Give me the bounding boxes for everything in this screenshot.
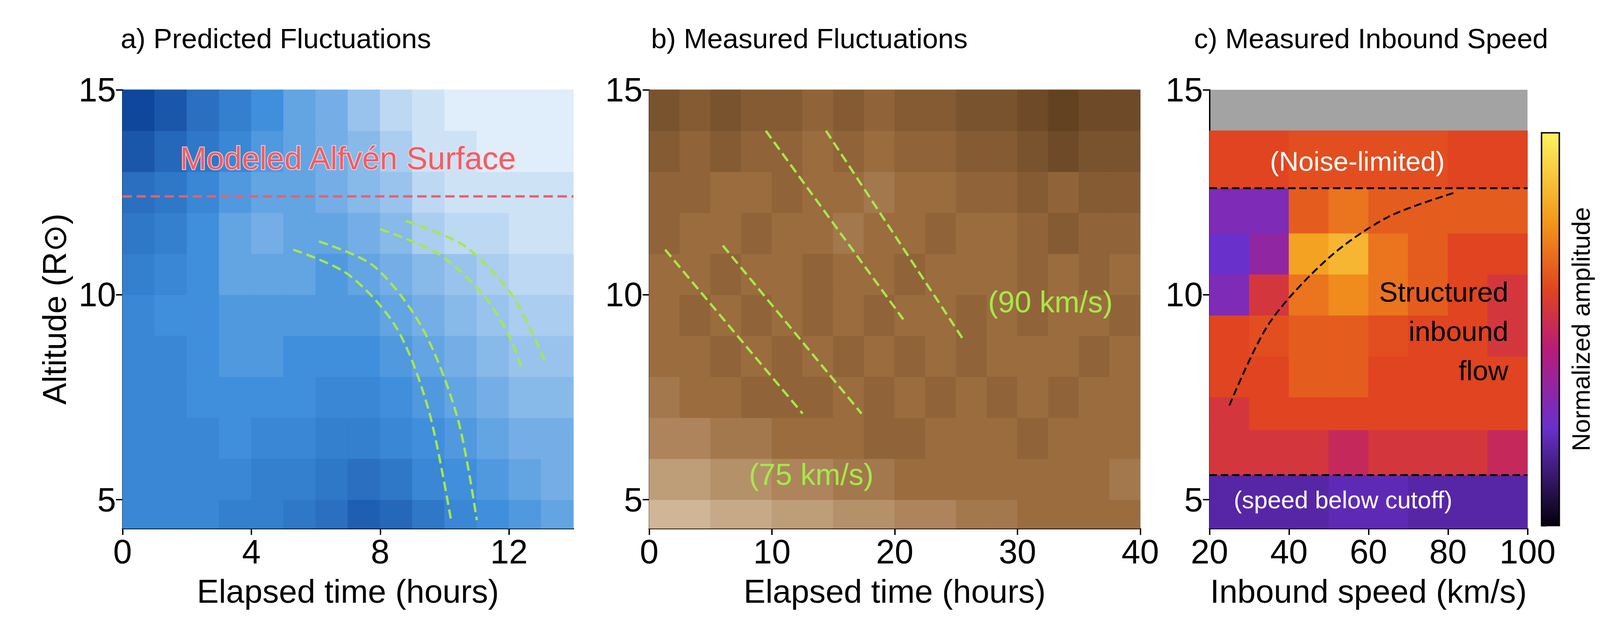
svg-text:20: 20 (876, 533, 914, 571)
svg-text:5: 5 (623, 481, 643, 519)
svg-text:5: 5 (1184, 481, 1203, 519)
svg-text:15: 15 (605, 71, 643, 109)
svg-text:b) Measured Fluctuations: b) Measured Fluctuations (651, 22, 968, 55)
svg-text:40: 40 (1270, 533, 1308, 571)
svg-text:10: 10 (752, 533, 791, 571)
svg-text:15: 15 (78, 71, 116, 109)
svg-text:c) Measured Inbound Speed: c) Measured Inbound Speed (1194, 22, 1549, 55)
svg-text:4: 4 (241, 533, 261, 571)
svg-text:flow: flow (1458, 354, 1509, 387)
svg-text:(75 km/s): (75 km/s) (748, 457, 874, 492)
svg-text:Modeled Alfvén Surface: Modeled Alfvén Surface (180, 140, 516, 176)
svg-text:60: 60 (1349, 533, 1388, 571)
svg-text:12: 12 (490, 533, 528, 571)
svg-text:Altitude (R⊙): Altitude (R⊙) (36, 213, 73, 406)
svg-text:(90 km/s): (90 km/s) (988, 285, 1114, 319)
svg-text:100: 100 (1499, 533, 1556, 571)
svg-text:Inbound speed (km/s): Inbound speed (km/s) (1209, 573, 1527, 610)
svg-text:Structured: Structured (1378, 276, 1509, 308)
svg-text:Elapsed time (hours): Elapsed time (hours) (196, 573, 500, 610)
svg-text:20: 20 (1190, 533, 1229, 571)
svg-text:10: 10 (78, 275, 116, 314)
svg-text:(speed below cutoff): (speed below cutoff) (1233, 486, 1453, 514)
svg-text:10: 10 (605, 275, 643, 314)
svg-text:(Noise-limited): (Noise-limited) (1269, 145, 1445, 177)
svg-text:40: 40 (1121, 533, 1159, 571)
svg-text:inbound: inbound (1408, 315, 1509, 348)
svg-text:a) Predicted Fluctuations: a) Predicted Fluctuations (120, 22, 432, 55)
svg-text:5: 5 (97, 481, 116, 519)
svg-text:8: 8 (370, 533, 390, 571)
svg-text:30: 30 (998, 533, 1036, 571)
svg-text:10: 10 (1165, 275, 1203, 314)
svg-text:0: 0 (639, 533, 659, 571)
svg-text:0: 0 (113, 533, 132, 571)
svg-text:Normalized amplitude: Normalized amplitude (1566, 207, 1595, 452)
svg-text:15: 15 (1165, 71, 1203, 109)
svg-text:80: 80 (1429, 533, 1467, 571)
svg-text:Elapsed time (hours): Elapsed time (hours) (743, 573, 1046, 610)
